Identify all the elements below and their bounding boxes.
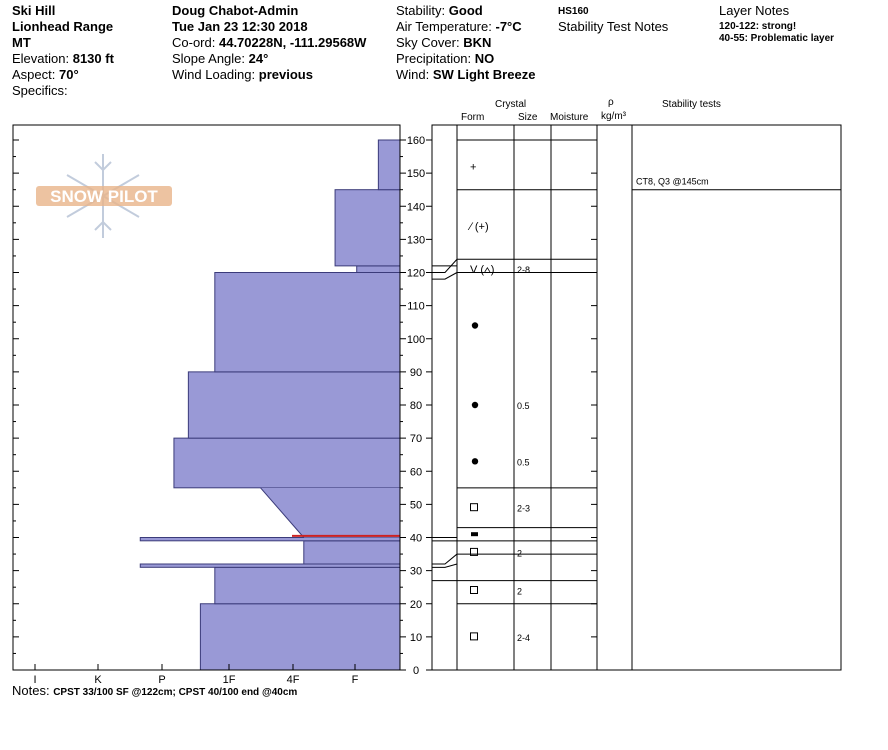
x-tick-label-P: P	[158, 674, 165, 686]
state: MT	[12, 35, 31, 50]
crystal-form-2: V (⩟)	[470, 264, 494, 276]
crystal-size-8: 2	[517, 548, 522, 558]
elevation: Elevation: 8130 ft	[12, 51, 114, 66]
x-tick-label-K: K	[94, 674, 102, 686]
wind-loading: Wind Loading: previous	[172, 67, 313, 82]
hardness-bar-0	[199, 603, 401, 671]
crystal-form-8	[470, 547, 478, 556]
crystal-size-4: 0.5	[517, 401, 530, 411]
y-tick-label-160: 160	[407, 135, 425, 147]
hardness-bar-10	[334, 189, 401, 267]
y-tick-label-70: 70	[410, 433, 422, 445]
site-name: Ski Hill	[12, 3, 56, 18]
crystal-size-5: 0.5	[517, 457, 530, 467]
y-tick-label-30: 30	[410, 566, 422, 578]
snowpilot-logo-text: SNOW PILOT	[50, 187, 158, 206]
crystal-size-6: 2-3	[517, 504, 530, 514]
crystal-header: Crystal	[495, 99, 527, 110]
crystal-size-10: 2-4	[517, 633, 530, 643]
coordinates: Co-ord: 44.70228N, -111.29568W	[172, 35, 367, 50]
y-tick-label-120: 120	[407, 268, 425, 280]
y-tick-label-20: 20	[410, 599, 422, 611]
sky-cover: Sky Cover: BKN	[396, 35, 492, 50]
y-tick-label-140: 140	[407, 201, 425, 213]
layer-note-1: 120-122: strong!	[719, 21, 797, 32]
size-header: Size	[518, 112, 538, 123]
air-temperature: Air Temperature: -7°C	[396, 19, 522, 34]
notes: Notes: CPST 33/100 SF @122cm; CPST 40/10…	[12, 683, 298, 698]
datetime: Tue Jan 23 12:30 2018	[172, 19, 308, 34]
stability-test-label-0: CT8, Q3 @145cm	[636, 177, 709, 187]
crystal-size-2: 2-8	[517, 265, 530, 275]
crystal-form-0: +	[470, 162, 476, 174]
crystal-size-9: 2	[517, 587, 522, 597]
crystal-form-10	[470, 632, 478, 641]
density-unit: kg/m³	[601, 111, 626, 122]
hardness-bar-6	[173, 437, 401, 489]
x-tick-label-1F: 1F	[223, 674, 236, 686]
boundary-link-6	[432, 563, 458, 568]
observer: Doug Chabot-Admin	[172, 3, 299, 18]
slope-angle: Slope Angle: 24°	[172, 51, 269, 66]
layer-notes-title: Layer Notes	[719, 3, 790, 18]
boundary-link-1	[432, 258, 458, 273]
y-tick-label-90: 90	[410, 367, 422, 379]
crystal-form-3	[471, 322, 479, 329]
crystal-form-4	[471, 401, 479, 409]
stability-tests-header: Stability tests	[662, 99, 721, 110]
y-tick-label-100: 100	[407, 334, 425, 346]
hardness-bar-11	[377, 139, 401, 191]
hardness-bar-9	[356, 265, 401, 273]
crystal-form-1: ∕ (+)	[467, 221, 489, 233]
y-tick-label-10: 10	[410, 632, 422, 644]
stability: Stability: Good	[396, 3, 483, 18]
layer-note-2: 40-55: Problematic layer	[719, 33, 835, 44]
hardness-slope-0	[260, 487, 400, 538]
snowpilot-logo: SNOW PILOT	[36, 154, 172, 238]
stability-test-notes-label: Stability Test Notes	[558, 19, 669, 34]
specifics: Specifics:	[12, 83, 68, 98]
density-symbol: ρ	[608, 97, 614, 108]
hardness-slope-edge-0	[260, 487, 305, 538]
y-tick-label-0: 0	[413, 665, 419, 677]
crystal-form-5	[471, 458, 479, 465]
crystal-form-7	[471, 532, 478, 537]
x-tick-label-I: I	[33, 674, 36, 686]
y-tick-label-110: 110	[407, 301, 425, 313]
hardness-bar-1	[214, 566, 401, 605]
boundary-link-2	[432, 272, 458, 280]
wind: Wind: SW Light Breeze	[396, 67, 536, 82]
crystal-form-6	[470, 503, 478, 512]
y-tick-label-60: 60	[410, 466, 422, 478]
crystal-form-9	[470, 586, 478, 594]
hardness-bar-3	[303, 540, 401, 565]
boundary-link-5	[432, 553, 458, 565]
y-tick-label-80: 80	[410, 400, 422, 412]
snow-height: HS160	[558, 6, 589, 17]
moisture-header: Moisture	[550, 112, 589, 123]
y-tick-label-40: 40	[410, 533, 422, 545]
y-tick-label-150: 150	[407, 168, 425, 180]
hardness-bar-7	[187, 371, 401, 439]
form-header: Form	[461, 112, 485, 123]
layers-frame	[431, 124, 842, 671]
x-tick-label-4F: 4F	[287, 674, 300, 686]
y-tick-label-130: 130	[407, 234, 425, 246]
precipitation: Precipitation: NO	[396, 51, 495, 66]
hardness-bar-8	[214, 272, 401, 373]
x-tick-label-F: F	[352, 674, 359, 686]
range-name: Lionhead Range	[12, 19, 114, 34]
aspect: Aspect: 70°	[12, 67, 79, 82]
y-tick-label-50: 50	[410, 499, 422, 511]
